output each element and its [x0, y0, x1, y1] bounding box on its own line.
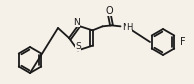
Text: F: F [180, 37, 186, 47]
Text: O: O [106, 6, 113, 16]
Text: N: N [123, 23, 129, 32]
Text: N: N [74, 18, 80, 27]
Text: S: S [75, 42, 81, 51]
Text: H: H [126, 23, 132, 32]
